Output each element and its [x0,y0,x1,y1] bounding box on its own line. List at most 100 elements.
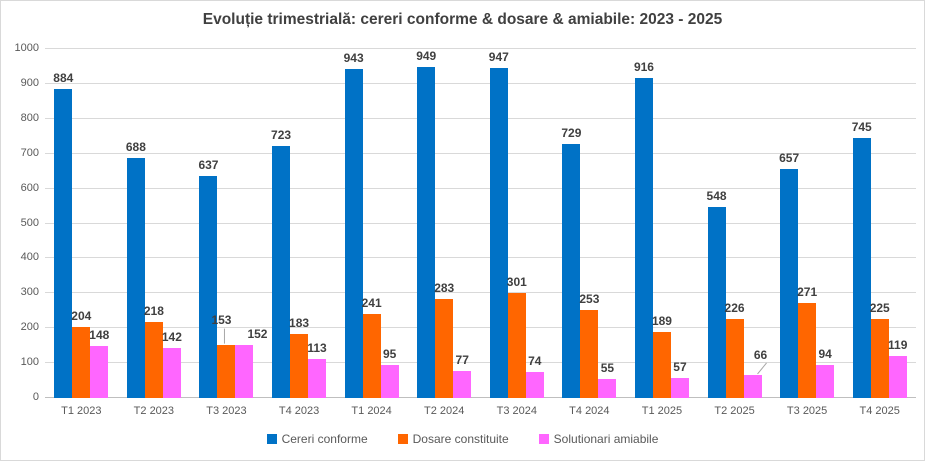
bar-dosare-constituite-t1-2024 [362,313,381,398]
legend-label: Dosare constituite [412,432,509,446]
bar-solutionari-amiabile-t4-2025 [888,356,907,398]
legend-marker-icon [397,434,408,444]
y-tick-label: 300 [20,286,39,299]
bar-cereri-conforme-t2-2023 [126,157,145,398]
bar-cereri-conforme-t1-2023 [54,89,73,398]
bar-dosare-constituite-t3-2023 [217,344,236,398]
data-label: 183 [289,316,310,331]
gridline [45,82,916,84]
data-label: 253 [579,291,600,306]
y-tick-label: 700 [20,146,39,159]
data-label: 153 [211,312,232,327]
bar-cereri-conforme-t4-2023 [272,145,291,398]
data-label: 729 [561,125,582,140]
legend-label: Cereri conforme [281,432,368,446]
gridline [45,187,916,189]
bar-solutionari-amiabile-t3-2025 [816,365,835,398]
legend-marker-icon [266,434,277,444]
bar-dosare-constituite-t3-2024 [507,292,526,398]
data-label: 148 [89,328,110,343]
bar-solutionari-amiabile-t3-2024 [525,372,544,398]
data-label: 152 [247,326,268,341]
x-tick-label: T3 2024 [496,405,537,417]
x-tick-label: T1 2023 [61,405,102,417]
data-label: 204 [71,308,92,323]
data-label: 142 [161,330,182,345]
gridline [45,117,916,119]
legend-item-cereri-conforme: Cereri conforme [266,432,368,446]
bar-solutionari-amiabile-t4-2023 [308,358,327,398]
gridline [45,292,916,294]
bar-solutionari-amiabile-t1-2023 [90,346,109,398]
bar-cereri-conforme-t3-2023 [199,175,218,398]
data-label: 95 [382,346,397,361]
data-label: 77 [455,353,469,368]
bar-cereri-conforme-t1-2025 [634,78,653,398]
y-tick-label: 400 [20,251,39,264]
data-label: 916 [633,60,654,75]
data-label: 113 [307,340,327,355]
plot-area: 884 204 148 688 218 142 637 153 152 723 183 113 943 2… [45,48,916,398]
gridline [45,152,916,154]
data-label: 637 [198,157,219,172]
y-tick-label: 500 [20,216,39,229]
data-label: 723 [271,127,292,142]
bar-dosare-constituite-t4-2024 [580,309,599,398]
bar-solutionari-amiabile-t2-2024 [453,371,472,398]
legend: Cereri conforme Dosare constituite Solutio… [1,432,924,446]
data-label: 226 [724,301,745,316]
y-tick-label: 0 [32,391,39,403]
data-label: 947 [488,49,509,64]
x-tick-label: T3 2023 [206,405,247,417]
x-tick-label: T4 2024 [569,405,610,417]
x-tick-label: T3 2025 [786,405,828,417]
data-label: 94 [818,347,832,362]
data-label: 283 [434,281,455,296]
y-tick-label: 100 [20,356,39,369]
data-label: 943 [343,50,364,65]
bar-cereri-conforme-t2-2024 [417,66,436,398]
y-tick-label: 1000 [14,42,39,54]
data-label: 225 [869,301,890,316]
gridline [45,222,916,224]
bar-solutionari-amiabile-t3-2023 [235,344,254,398]
x-tick-label: T4 2023 [278,405,320,417]
gridline [45,362,916,364]
legend-label: Solutionari amiabile [553,432,659,446]
x-tick-label: T2 2023 [133,405,175,417]
data-label: 745 [851,120,872,134]
bar-solutionari-amiabile-t2-2023 [162,348,181,398]
data-label: 57 [673,360,687,375]
bar-dosare-constituite-t2-2024 [435,299,454,398]
bar-solutionari-amiabile-t2-2025 [743,374,762,398]
x-tick-label: T2 2024 [424,405,465,417]
bar-dosare-constituite-t4-2023 [290,334,309,398]
x-tick-label: T1 2024 [351,405,392,417]
data-label: 241 [361,295,382,310]
y-tick-label: 600 [20,181,39,194]
legend-item-solutionari-amiabile: Solutionari amiabile [538,432,659,446]
bar-dosare-constituite-t2-2025 [725,319,744,398]
leader-line [757,362,767,375]
data-label: 74 [528,354,542,369]
bar-solutionari-amiabile-t1-2025 [670,378,689,398]
bar-cereri-conforme-t1-2024 [344,68,363,398]
data-label: 949 [416,48,437,63]
x-tick-label: T4 2025 [859,405,900,417]
gridline [45,257,916,259]
data-label: 271 [797,285,818,300]
bar-dosare-constituite-t2-2023 [144,321,163,398]
data-label: 301 [506,274,527,289]
bar-dosare-constituite-t3-2025 [798,303,817,398]
data-label: 688 [125,139,146,154]
legend-marker-icon [538,434,549,444]
y-tick-label: 200 [20,321,39,334]
bar-dosare-constituite-t1-2023 [72,326,91,398]
bar-cereri-conforme-t4-2025 [852,138,871,398]
bar-cereri-conforme-t4-2024 [562,143,581,398]
bar-cereri-conforme-t3-2025 [780,168,799,398]
bar-cereri-conforme-t3-2024 [489,67,508,398]
chart-title: Evoluție trimestrială: cereri conforme &… [202,11,723,28]
gridline [45,48,916,49]
